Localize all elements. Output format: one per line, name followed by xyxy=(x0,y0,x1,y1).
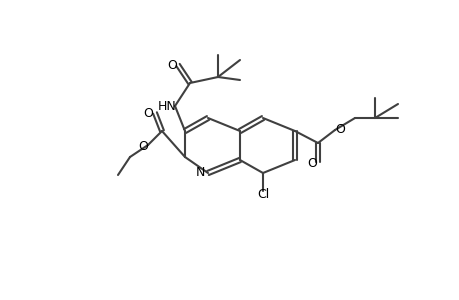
Text: O: O xyxy=(167,58,177,71)
Text: Cl: Cl xyxy=(256,188,269,202)
Text: O: O xyxy=(138,140,148,152)
Text: N: N xyxy=(195,167,204,179)
Text: O: O xyxy=(143,106,152,119)
Text: HN: HN xyxy=(157,100,176,112)
Text: O: O xyxy=(334,122,344,136)
Text: O: O xyxy=(307,157,316,169)
